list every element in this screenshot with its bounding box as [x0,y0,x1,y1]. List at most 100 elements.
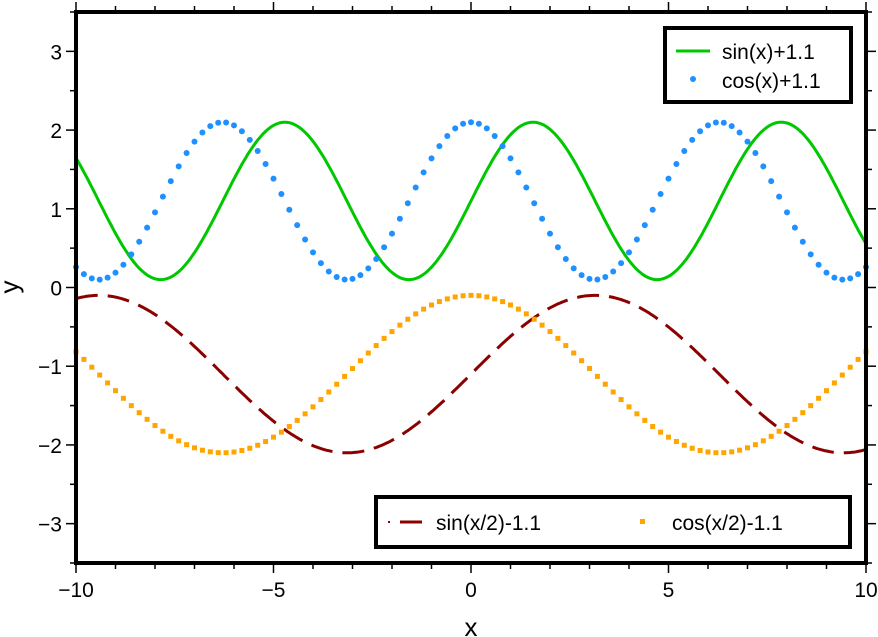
y-tick-label: −2 [38,435,62,458]
data-point [357,272,364,279]
data-point [824,388,829,394]
data-point [88,275,95,282]
data-point [642,417,648,423]
y-tick-label: 2 [50,120,62,143]
data-point [271,434,276,440]
data-point [784,209,790,216]
data-point [721,450,727,456]
data-point [342,373,348,379]
data-point [554,244,561,251]
data-point [144,416,150,422]
data-point [89,364,95,370]
data-point [429,302,434,308]
data-point [81,356,87,362]
data-point [657,191,664,198]
data-point [231,122,237,129]
data-point [159,193,166,200]
legend-label: sin(x/2)-1.1 [436,512,541,535]
data-point [405,316,411,322]
data-point [570,265,577,272]
data-point [634,411,640,417]
data-point [105,380,111,386]
data-point [500,299,506,305]
data-point [152,423,158,429]
data-point [579,358,585,364]
data-point [349,275,356,282]
data-point [460,293,466,299]
data-point [263,439,269,445]
data-point [531,316,537,322]
x-axis-label: x [465,612,478,637]
data-point [705,122,711,129]
data-point [325,268,332,275]
data-point [270,175,277,182]
data-point [626,404,632,410]
data-point [618,260,625,267]
data-point [839,372,845,378]
data-point [555,335,561,341]
plot-frame [74,10,868,565]
data-point [310,404,316,410]
data-point [539,215,546,222]
data-point [705,449,711,455]
data-point [815,261,822,268]
data-point [239,448,245,454]
data-point [468,119,474,126]
data-point [666,434,671,440]
data-point [215,119,222,126]
data-point [302,411,308,417]
data-point [404,200,411,207]
y-axis-label: y [0,281,24,294]
data-point [294,222,301,229]
data-point [689,445,695,451]
data-point [689,136,696,143]
x-tick-label: 0 [465,579,477,602]
data-point [760,163,767,170]
data-point [452,294,458,300]
data-point [681,147,688,154]
data-point [136,410,142,416]
data-point [207,123,214,130]
data-point [531,200,538,207]
data-point [421,306,427,312]
data-point [587,366,592,372]
data-point [183,150,190,157]
data-point [420,169,427,176]
data-point [523,184,530,191]
data-point [571,350,577,356]
data-point [436,143,443,150]
data-point [207,449,213,455]
data-point [436,299,442,305]
data-point [523,311,529,317]
data-point [816,395,822,401]
data-point [223,119,230,126]
data-point [128,403,134,409]
data-point [697,448,703,454]
data-point [507,155,514,162]
data-point [350,366,355,372]
data-point [468,292,474,298]
data-point [855,356,861,362]
data-point [823,269,830,276]
data-point [254,147,261,154]
data-point [460,120,467,127]
data-point [594,276,601,283]
y-tick-label: −1 [38,356,62,379]
data-point [365,350,371,356]
data-point [120,261,127,268]
data-point [238,128,245,135]
data-point [737,447,743,453]
data-point [176,438,182,444]
data-point [594,373,600,379]
x-tick-label: −5 [262,579,286,602]
series-line [74,120,868,282]
data-point [791,224,798,231]
data-point [483,125,490,132]
data-point [745,445,750,451]
data-point [341,276,348,283]
data-point [152,209,158,216]
data-point [413,311,419,317]
y-tick-label: 0 [50,278,62,301]
